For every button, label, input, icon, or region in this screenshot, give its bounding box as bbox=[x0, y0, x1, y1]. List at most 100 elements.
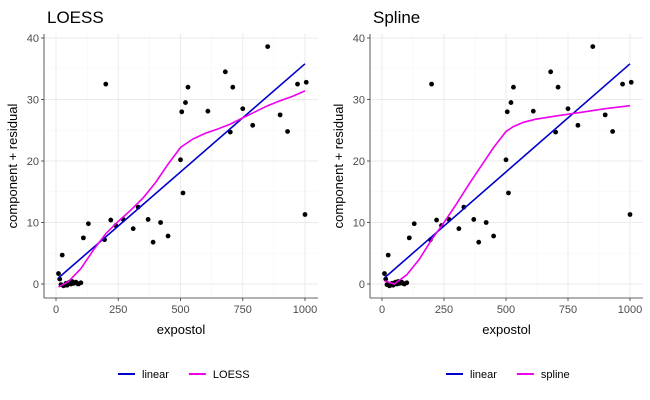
x-tick-label: 1000 bbox=[293, 304, 317, 316]
panel-spline: 0 250 500 750 1000 0 10 20 30 40 Spline expostol com… bbox=[331, 8, 643, 381]
data-point bbox=[277, 112, 283, 118]
data-point bbox=[620, 81, 625, 87]
panel-loess: 0 250 500 750 1000 0 10 20 30 40 LOESS expostol comp… bbox=[5, 8, 318, 381]
y-tick-label: 10 bbox=[27, 218, 39, 230]
data-point bbox=[628, 79, 634, 85]
panel-title: Spline bbox=[373, 8, 420, 27]
data-point bbox=[178, 157, 183, 163]
series-line-linear bbox=[383, 63, 631, 279]
data-point bbox=[471, 217, 477, 222]
data-point bbox=[590, 44, 596, 50]
data-point bbox=[503, 157, 509, 163]
data-point bbox=[185, 84, 191, 90]
x-axis-label: expostol bbox=[157, 322, 206, 337]
data-point bbox=[265, 44, 271, 50]
data-point bbox=[80, 235, 86, 241]
data-point bbox=[180, 190, 186, 196]
data-point bbox=[222, 69, 228, 75]
data-points bbox=[56, 44, 309, 289]
data-point bbox=[565, 106, 571, 112]
series-line-linear bbox=[57, 63, 306, 279]
data-point bbox=[506, 190, 511, 196]
series-line-loess bbox=[58, 90, 306, 288]
x-tick-label: 500 bbox=[497, 304, 515, 316]
data-point bbox=[508, 100, 514, 105]
legend: linear LOESS bbox=[118, 369, 250, 381]
legend-label-linear: linear bbox=[470, 369, 497, 381]
data-point bbox=[511, 84, 516, 90]
data-point bbox=[411, 221, 417, 227]
y-tick-label: 20 bbox=[27, 156, 39, 168]
x-tick-label: 0 bbox=[379, 304, 385, 316]
data-point bbox=[382, 271, 387, 276]
x-axis-label: expostol bbox=[482, 322, 531, 337]
data-point bbox=[150, 239, 156, 245]
data-point bbox=[227, 129, 233, 135]
data-point bbox=[56, 271, 61, 276]
data-point bbox=[78, 280, 84, 286]
legend-label-loess: LOESS bbox=[213, 369, 250, 381]
x-tick-label: 0 bbox=[53, 304, 59, 316]
legend-label-spline: spline bbox=[541, 369, 570, 381]
y-tick-label: 0 bbox=[359, 279, 365, 291]
y-axis-label: component + residual bbox=[331, 104, 346, 229]
grid bbox=[44, 34, 318, 298]
y-tick-label: 40 bbox=[353, 33, 365, 45]
data-point bbox=[530, 108, 536, 114]
y-axis-label: component + residual bbox=[5, 104, 20, 229]
y-tick-label: 30 bbox=[353, 95, 365, 107]
data-point bbox=[179, 109, 185, 115]
data-point bbox=[165, 233, 171, 239]
legend-label-linear: linear bbox=[142, 369, 169, 381]
data-point bbox=[85, 221, 91, 227]
data-point bbox=[145, 217, 151, 222]
grid bbox=[370, 34, 643, 298]
data-point bbox=[295, 81, 300, 87]
data-point bbox=[302, 212, 308, 217]
x-tick-label: 500 bbox=[171, 304, 189, 316]
x-tick-label: 250 bbox=[109, 304, 127, 316]
data-point bbox=[434, 217, 439, 223]
data-point bbox=[476, 239, 482, 245]
x-tick-label: 1000 bbox=[618, 304, 642, 316]
panel-title: LOESS bbox=[47, 8, 104, 27]
x-tick-label: 750 bbox=[234, 304, 252, 316]
data-point bbox=[553, 129, 558, 135]
data-point bbox=[130, 226, 136, 232]
data-point bbox=[575, 122, 581, 128]
data-point bbox=[456, 226, 462, 232]
data-point bbox=[406, 235, 412, 241]
data-point bbox=[158, 220, 163, 225]
data-point bbox=[108, 217, 114, 223]
data-point bbox=[285, 129, 290, 134]
y-tick-label: 10 bbox=[353, 218, 365, 230]
data-point bbox=[59, 252, 65, 258]
data-point bbox=[555, 84, 561, 90]
data-point bbox=[404, 280, 410, 286]
data-point bbox=[429, 81, 434, 87]
data-point bbox=[303, 79, 309, 85]
data-point bbox=[240, 106, 246, 112]
data-point bbox=[548, 69, 554, 75]
data-point bbox=[205, 108, 211, 114]
data-point bbox=[483, 220, 489, 225]
x-tick-label: 750 bbox=[559, 304, 577, 316]
y-tick-label: 40 bbox=[27, 33, 39, 45]
data-points bbox=[382, 44, 634, 289]
data-point bbox=[602, 112, 608, 118]
y-tick-label: 0 bbox=[33, 279, 39, 291]
data-point bbox=[230, 84, 236, 90]
legend: linear spline bbox=[446, 369, 570, 381]
data-point bbox=[183, 100, 188, 105]
data-point bbox=[504, 109, 510, 115]
data-point bbox=[250, 122, 256, 128]
y-tick-label: 30 bbox=[27, 95, 39, 107]
data-point bbox=[103, 81, 109, 87]
x-tick-label: 250 bbox=[435, 304, 453, 316]
series-line-spline bbox=[384, 104, 631, 285]
y-tick-label: 20 bbox=[353, 156, 365, 168]
data-point bbox=[627, 212, 633, 217]
data-point bbox=[491, 233, 496, 239]
data-point bbox=[385, 252, 391, 258]
